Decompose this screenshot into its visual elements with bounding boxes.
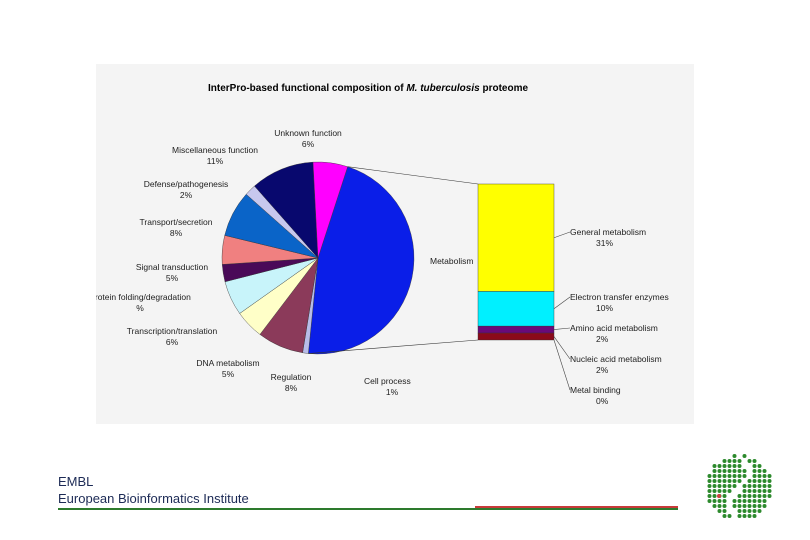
breakdown-label: Amino acid metabolism — [570, 323, 658, 333]
slice-value: 5% — [166, 273, 179, 283]
breakdown-segment — [477, 291, 555, 327]
footer-institute: European Bioinformatics Institute — [58, 491, 249, 506]
slice-value: 8% — [285, 383, 298, 393]
slice-label: Signal transduction — [136, 262, 209, 272]
breakdown-leader-line — [553, 231, 571, 239]
breakdown-value: 31% — [596, 238, 613, 248]
breakdown-value: 2% — [596, 334, 609, 344]
slice-label: Cell process — [364, 376, 411, 386]
slice-value: 5% — [222, 369, 235, 379]
chart-figure: InterPro-based functional composition of… — [96, 64, 694, 424]
chart-title: InterPro-based functional composition of… — [208, 83, 528, 94]
breakdown-value: 2% — [596, 365, 609, 375]
embl-ebi-helix-logo-icon — [707, 454, 772, 518]
pie-chart: InterPro-based functional composition of… — [96, 83, 669, 406]
breakdown-connector-line — [347, 166, 479, 185]
breakdown-value: 0% — [596, 396, 609, 406]
pie-slice-metabolism — [308, 166, 415, 355]
breakdown-segment — [477, 325, 555, 334]
breakdown-leader-line — [553, 327, 571, 330]
slice-value: 6% — [302, 139, 315, 149]
breakdown-value: 10% — [596, 303, 613, 313]
slice-value: 6% — [166, 337, 179, 347]
breakdown-leader-line — [553, 336, 571, 360]
breakdown-leader-line — [553, 296, 571, 310]
slice-value: 11% — [207, 156, 224, 166]
slice-label: Regulation — [271, 372, 312, 382]
breakdown-connectors — [308, 166, 479, 354]
breakdown-label: Electron transfer enzymes — [570, 292, 669, 302]
slice-value: 2% — [180, 190, 193, 200]
slice-value: % — [136, 303, 144, 313]
slice-label: Defense/pathogenesis — [144, 179, 229, 189]
breakdown-connector-line — [308, 339, 479, 354]
footer-divider — [58, 508, 678, 510]
breakdown-label: General metabolism — [570, 227, 646, 237]
slice-label: Metabolism — [430, 256, 473, 266]
breakdown-segment — [477, 332, 555, 341]
breakdown-label: Metal binding — [570, 385, 621, 395]
slice-label: Unknown function — [274, 128, 342, 138]
breakdown-leader-line — [553, 339, 571, 391]
breakdown-label: Nucleic acid metabolism — [570, 354, 662, 364]
slice-value: 1% — [386, 387, 399, 397]
pie-slice-unknown-function — [312, 161, 348, 259]
slice-label: Protein folding/degradation — [96, 292, 191, 302]
footer-org: EMBL — [58, 474, 94, 489]
slice-label: DNA metabolism — [196, 358, 259, 368]
pie-slices — [221, 161, 415, 355]
breakdown-segment — [477, 183, 555, 292]
footer-divider-accent — [475, 506, 678, 508]
slice-value: 8% — [170, 228, 183, 238]
slice-label: Transcription/translation — [127, 326, 218, 336]
slice-label: Miscellaneous function — [172, 145, 258, 155]
slice-label: Transport/secretion — [140, 217, 213, 227]
